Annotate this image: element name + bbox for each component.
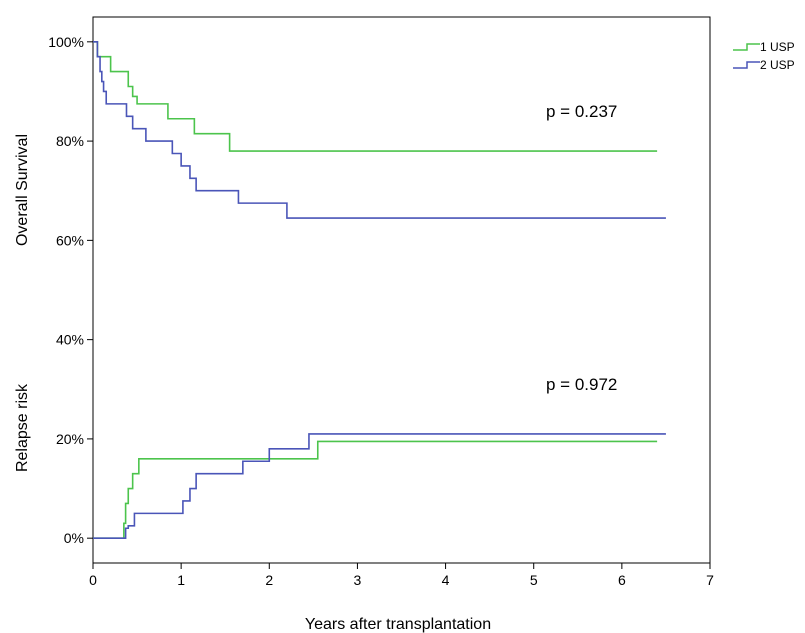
series-line-overall-survival-1-usp (93, 41, 658, 152)
legend-label-1-usp: 1 USP (760, 40, 795, 54)
y-axis-label-relapse-risk: Relapse risk (14, 383, 31, 472)
axis-ticks: 0 1 2 3 4 5 6 7 0% 20% 40% 60% 80% 100% (48, 34, 714, 588)
p-value-overall-survival: p = 0.237 (546, 102, 617, 121)
y-tick-label: 60% (56, 232, 84, 248)
p-value-relapse-risk: p = 0.972 (546, 375, 617, 394)
y-tick-label: 20% (56, 431, 84, 447)
x-axis-label: Years after transplantation (305, 616, 491, 633)
x-tick-label: 4 (442, 572, 450, 588)
y-tick-label: 80% (56, 133, 84, 149)
legend: 1 USP 2 USP (733, 40, 795, 72)
series-line-overall-survival-2-usp (93, 41, 666, 219)
legend-swatch-2-usp (733, 61, 760, 69)
legend-swatch-1-usp (733, 43, 760, 51)
y-tick-label: 40% (56, 332, 84, 348)
x-tick-label: 3 (354, 572, 362, 588)
x-tick-label: 0 (89, 572, 97, 588)
legend-label-2-usp: 2 USP (760, 58, 795, 72)
plot-frame (92, 16, 711, 564)
x-tick-label: 1 (177, 572, 185, 588)
y-tick-label: 0% (64, 530, 84, 546)
y-axis-label-overall-survival: Overall Survival (14, 134, 31, 246)
x-tick-label: 2 (265, 572, 273, 588)
y-tick-label: 100% (48, 34, 84, 50)
series-group (93, 41, 666, 539)
series-line-relapse-risk-2-usp (93, 433, 666, 539)
x-tick-label: 7 (706, 572, 714, 588)
x-tick-label: 5 (530, 572, 538, 588)
x-tick-label: 6 (618, 572, 626, 588)
series-line-relapse-risk-1-usp (93, 440, 658, 539)
